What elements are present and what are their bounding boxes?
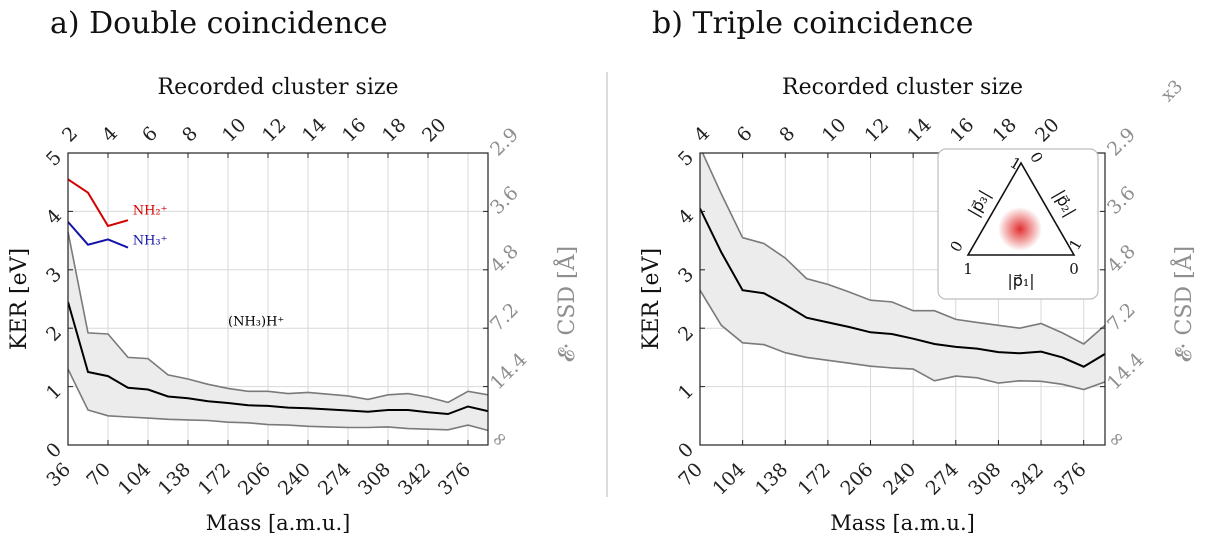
right-tick-label: 2.9 [1103,124,1140,161]
y-tick-label: 2 [42,322,66,346]
top-tick-label: 20 [418,114,451,147]
right-tick-label: 3.6 [486,182,523,219]
x-tick-label: 308 [964,459,1005,500]
right-tick-label: 7.2 [486,299,523,336]
y-tick-label: 2 [674,322,698,346]
top-tick-label: 12 [861,114,894,147]
right-tick-label: 14.4 [486,349,531,394]
top-tick-label: 18 [378,114,411,147]
right-tick-label: 4.8 [486,240,523,277]
y-tick-label: 3 [674,263,698,287]
series-label: NH₃⁺ [133,234,168,249]
x-tick-label: 342 [394,459,435,500]
right-tick-label: 3.6 [1103,182,1140,219]
top-tick-label: 14 [298,114,331,147]
right-tick-label: 4.8 [1103,240,1140,277]
right-axis-label: 𝓔· CSD [Å] [552,246,580,362]
plot-frame [699,152,1106,446]
x-tick-label: 376 [434,459,475,500]
series-line [68,178,129,228]
panel-title: a) Double coincidence [50,6,388,41]
x-tick-label: 138 [154,459,195,500]
top-tick-label: 16 [338,114,371,147]
y-tick-label: 5 [674,147,698,171]
range-band [700,153,1105,390]
right-tick-label: ∞ [1103,426,1130,453]
x-axis-label: Mass [a.m.u.] [206,511,351,535]
top-tick-label: 4 [690,122,714,146]
x-tick-label: 36 [42,459,75,492]
series-label: (NH₃)H⁺ [228,314,284,329]
right-tick-label: 7.2 [1103,299,1140,336]
x-tick-label: 206 [836,459,877,500]
top-tick-label: 10 [218,114,251,147]
x-tick-label: 104 [709,459,750,500]
right-tick-label: ∞ [486,426,513,453]
right-axis-label: 𝓔· CSD [Å] [1169,246,1197,362]
dalitz-hotspot [998,207,1042,251]
band-upper-edge [68,231,488,404]
y-axis-label: KER [eV] [7,248,32,350]
top-tick-label: 6 [733,122,757,146]
x-tick-label: 70 [82,459,115,492]
y-tick-label: 4 [674,205,698,229]
y-tick-label: 0 [674,439,698,463]
x-tick-label: 240 [274,459,315,500]
right-tick-label: 2.9 [486,124,523,161]
top-tick-label: 18 [988,114,1021,147]
panel-title: b) Triple coincidence [652,6,974,41]
dalitz-corner-label: 0 [1069,260,1079,278]
y-tick-label: 3 [42,263,66,287]
top-tick-label: 2 [58,122,82,146]
series-line [68,301,488,416]
right-tick-label: 14.4 [1103,349,1148,394]
range-band [68,231,488,431]
x-tick-label: 376 [1050,459,1091,500]
band-lower-edge [700,289,1105,391]
x-tick-label: 70 [674,459,707,492]
y-tick-label: 4 [42,205,66,229]
top-tick-label: 14 [903,114,936,147]
top-tick-label: 8 [775,122,799,146]
y-axis-label: KER [eV] [639,248,664,350]
series-label: NH₂⁺ [133,203,168,218]
dalitz-axis-label: |p⃗₁| [1007,271,1034,290]
x-tick-label: 104 [114,459,155,500]
band-upper-edge [701,153,1105,345]
x-tick-label: 342 [1007,459,1048,500]
dalitz-corner-label: 1 [963,260,973,278]
panel-a: a) Double coincidence(NH₃)H⁺NH₂⁺NH₃⁺36 70… [7,6,580,535]
x-tick-label: 138 [751,459,792,500]
top-tick-label: 4 [98,122,122,146]
y-tick-label: 0 [42,439,66,463]
top-tick-label: 6 [138,122,162,146]
series-line [68,221,129,249]
y-tick-label: 1 [674,380,698,404]
x-tick-label: 206 [234,459,275,500]
top-tick-label: 12 [258,114,291,147]
x-tick-label: 274 [314,459,355,500]
top-tick-label: 16 [946,114,979,147]
y-tick-label: 5 [42,147,66,171]
top-tick-label: 20 [1031,114,1064,147]
series-line [700,208,1105,368]
x-tick-label: 308 [354,459,395,500]
x-tick-label: 172 [194,459,235,500]
x-tick-label: 240 [879,459,920,500]
x-axis-label: Mass [a.m.u.] [830,511,975,535]
band-lower-edge [68,368,488,432]
y-tick-label: 1 [42,380,66,404]
x-tick-label: 274 [922,459,963,500]
plot-frame [67,152,489,446]
top-axis-label: Recorded cluster size [782,75,1023,100]
top-tick-label: 10 [818,114,851,147]
x-tick-label: 172 [794,459,835,500]
dalitz-inset: |p⃗₁||p⃗₂||p⃗₃|1 01 010 [937,148,1099,300]
scale-note: x3 [1157,76,1187,106]
top-tick-label: 8 [178,122,202,146]
top-axis-label: Recorded cluster size [158,75,399,100]
